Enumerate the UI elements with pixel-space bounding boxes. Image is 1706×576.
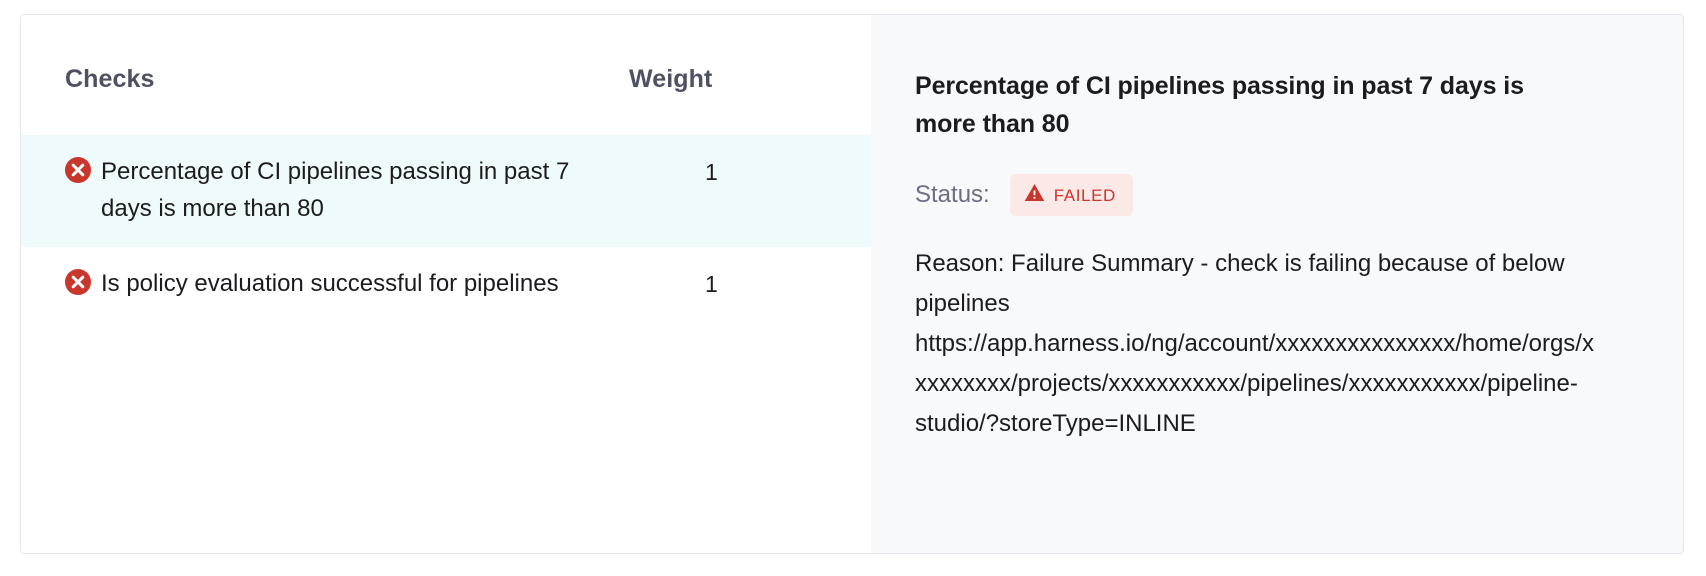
table-row[interactable]: Percentage of CI pipelines passing in pa…: [21, 135, 871, 247]
checks-list: Percentage of CI pipelines passing in pa…: [21, 135, 871, 322]
check-weight: 1: [705, 159, 718, 185]
checks-detail-card: Checks Weight Percentage of CI pipelines…: [20, 14, 1684, 554]
warning-triangle-icon: [1024, 183, 1045, 207]
check-weight: 1: [705, 271, 718, 297]
status-badge-text: FAILED: [1053, 185, 1116, 205]
error-circle-icon: [65, 157, 91, 183]
check-name: Is policy evaluation successful for pipe…: [101, 270, 559, 297]
table-header-row: Checks Weight: [21, 15, 871, 92]
error-circle-icon: [65, 269, 91, 295]
column-header-checks: Checks: [65, 65, 155, 93]
checks-table-pane: Checks Weight Percentage of CI pipelines…: [21, 15, 871, 553]
check-name: Percentage of CI pipelines passing in pa…: [101, 158, 570, 222]
status-label: Status:: [915, 181, 990, 208]
table-row[interactable]: Is policy evaluation successful for pipe…: [21, 247, 871, 322]
failure-reason-text: Reason: Failure Summary - check is faili…: [915, 250, 1594, 437]
column-header-weight: Weight: [629, 65, 713, 93]
status-line: Status: FAILED: [915, 174, 1683, 216]
detail-title: Percentage of CI pipelines passing in pa…: [915, 72, 1524, 138]
check-detail-pane: Percentage of CI pipelines passing in pa…: [871, 15, 1683, 553]
status-badge: FAILED: [1009, 174, 1133, 216]
